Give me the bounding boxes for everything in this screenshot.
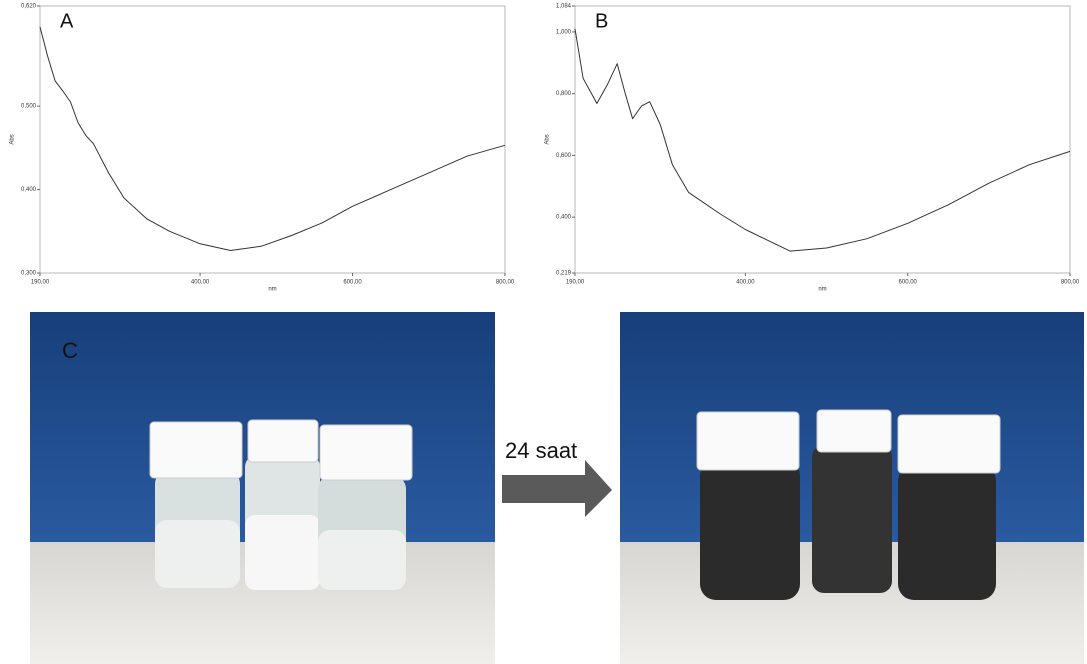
y-tick-label: 0,620 (21, 4, 37, 10)
y-tick-label: 0,300 (21, 271, 37, 277)
plot-frame (574, 5, 1071, 274)
y-tick-label: 0,400 (21, 187, 37, 193)
arrow (502, 460, 612, 517)
x-tick-label: 800,00 (1061, 280, 1080, 286)
x-tick-label: 190,00 (566, 280, 585, 286)
plot-frame (39, 5, 506, 274)
y-tick-label: 0,800 (556, 91, 572, 97)
y-tick-label: 0,600 (556, 153, 572, 159)
y-tick-label: 0,219 (556, 271, 572, 277)
photo-after (620, 312, 1084, 664)
y-tick-label: 0,400 (556, 215, 572, 221)
x-tick-label: 800,00 (496, 280, 515, 286)
y-tick-label: 0,500 (21, 104, 37, 110)
x-axis-label: nm (818, 287, 826, 293)
y-tick-label: 1,000 (556, 30, 572, 36)
x-tick-label: 190,00 (31, 280, 50, 286)
arrow-label: 24 saat (505, 438, 577, 463)
x-tick-label: 400,00 (191, 280, 210, 286)
panel-label: A (60, 10, 74, 32)
x-tick-label: 600,00 (899, 280, 918, 286)
y-axis-label: Abs (10, 134, 16, 144)
panel-label: B (595, 10, 608, 32)
spectrum-line (39, 26, 506, 251)
panel-label: C (62, 338, 78, 363)
x-tick-label: 400,00 (736, 280, 755, 286)
x-tick-label: 600,00 (343, 280, 362, 286)
photo-before (30, 312, 495, 664)
y-tick-label: 1,084 (556, 4, 572, 10)
y-axis-label: Abs (545, 134, 551, 144)
spectrum-line (574, 28, 1071, 252)
x-axis-label: nm (268, 287, 276, 293)
